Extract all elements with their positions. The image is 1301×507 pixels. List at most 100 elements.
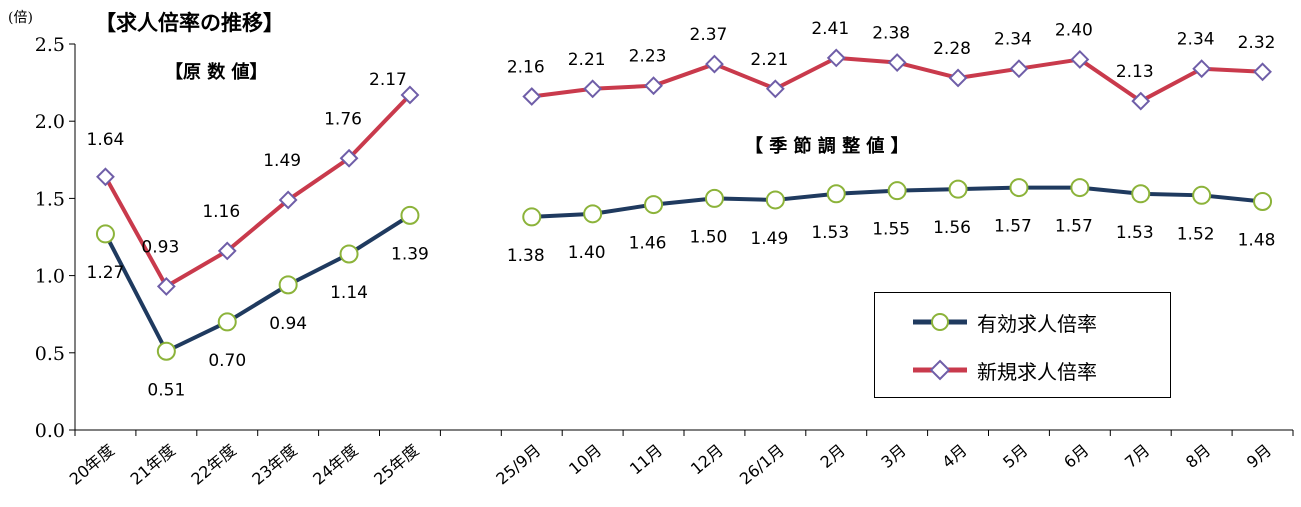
data-point-yuko <box>522 207 542 227</box>
x-tick-label: 26/1月 <box>736 441 788 489</box>
data-label-yuko: 1.39 <box>391 244 429 264</box>
data-point-yuko <box>1253 191 1273 211</box>
legend-item-yuko: 有効求人倍率 <box>905 307 1097 337</box>
data-point-shinki <box>765 79 785 99</box>
x-tick-label: 24年度 <box>309 441 361 489</box>
data-point-yuko <box>1131 184 1151 204</box>
data-label-yuko: 1.48 <box>1238 230 1276 250</box>
series-line-shinki-annual <box>103 93 412 289</box>
x-tick-label: 12月 <box>687 441 727 479</box>
data-point-shinki <box>339 148 359 168</box>
data-point-shinki <box>1253 62 1272 82</box>
data-label-yuko: 0.51 <box>147 380 185 400</box>
data-label-yuko: 1.57 <box>994 217 1032 237</box>
legend-label-yuko: 有効求人倍率 <box>977 311 1097 336</box>
data-point-shinki <box>887 53 907 72</box>
x-tick-label: 8月 <box>1182 441 1214 472</box>
data-point-shinki <box>705 54 724 74</box>
data-label-shinki: 2.32 <box>1238 33 1276 53</box>
data-point-yuko <box>948 179 968 199</box>
panel-label-original: 【原 数 値】 <box>165 61 268 83</box>
data-point-yuko <box>765 190 785 210</box>
y-tick-label: 1.0 <box>35 266 65 288</box>
x-tick-label: 9月 <box>1243 441 1275 472</box>
axes <box>69 43 1294 436</box>
data-label-yuko: 1.27 <box>87 263 125 283</box>
data-point-yuko <box>583 204 603 224</box>
chart-title: 【求人倍率の推移】 <box>95 11 284 35</box>
data-point-shinki <box>1070 50 1090 69</box>
x-tick-label: 25年度 <box>370 441 422 489</box>
data-label-shinki: 2.41 <box>811 19 849 39</box>
data-point-shinki <box>400 85 420 105</box>
data-label-shinki: 0.93 <box>141 237 179 257</box>
series-line-yuko-annual <box>103 213 412 354</box>
data-label-yuko: 1.46 <box>629 234 667 254</box>
x-tick-label: 3月 <box>877 441 909 472</box>
data-point-yuko <box>156 341 176 361</box>
data-label-shinki: 2.21 <box>750 50 788 70</box>
data-label-yuko: 1.50 <box>690 227 728 247</box>
data-point-shinki <box>1192 59 1212 79</box>
legend-item-shinki: 新規求人倍率 <box>905 355 1097 385</box>
x-tick-label: 22年度 <box>187 441 239 489</box>
legend-swatch-shinki <box>913 359 967 381</box>
data-point-shinki <box>217 241 237 261</box>
legend-swatch-yuko <box>913 313 967 331</box>
data-point-yuko <box>887 181 907 201</box>
data-label-shinki: 2.17 <box>369 70 407 90</box>
data-point-yuko <box>704 188 724 208</box>
data-point-shinki <box>96 167 115 187</box>
data-label-yuko: 1.38 <box>507 246 545 266</box>
data-label-shinki: 2.23 <box>629 47 667 67</box>
data-point-yuko <box>278 275 298 295</box>
data-label-shinki: 2.21 <box>568 50 606 70</box>
data-label-shinki: 2.16 <box>507 57 545 77</box>
data-point-shinki <box>1009 59 1029 79</box>
x-tick-labels: 20年度 21年度 22年度 23年度 24年度 25年度 25/9月 10月 11月 12月 26… <box>66 441 1275 489</box>
x-tick-label: 6月 <box>1060 441 1092 472</box>
x-tick-label: 25/9月 <box>492 441 544 489</box>
y-tick-label: 0.0 <box>35 420 65 442</box>
data-label-yuko: 1.53 <box>1116 223 1154 243</box>
data-point-yuko <box>217 312 237 332</box>
data-point-yuko <box>1192 185 1212 205</box>
data-label-shinki: 1.16 <box>202 202 240 222</box>
data-point-yuko <box>1070 178 1090 198</box>
data-labels: 1.27 0.51 0.70 0.94 1.14 1.39 1.64 0.93 1.16 1.49… <box>87 19 1276 400</box>
data-label-yuko: 1.49 <box>750 229 788 249</box>
data-point-shinki <box>522 87 542 106</box>
data-label-shinki: 1.76 <box>324 109 362 129</box>
data-label-shinki: 1.64 <box>87 130 125 150</box>
y-tick-label: 2.0 <box>35 111 65 133</box>
y-tick-labels: 0.0 0.5 1.0 1.5 2.0 2.5 <box>35 34 65 442</box>
x-tick-label: 5月 <box>999 441 1031 472</box>
series-markers <box>95 48 1273 361</box>
x-tick-label: 21年度 <box>127 441 179 489</box>
y-tick-label: 0.5 <box>35 343 65 365</box>
data-point-shinki <box>156 276 176 296</box>
data-label-yuko: 1.55 <box>872 220 910 240</box>
data-label-yuko: 0.94 <box>269 314 307 334</box>
data-label-shinki: 2.38 <box>872 24 910 44</box>
data-label-yuko: 0.70 <box>208 351 246 371</box>
legend-label-shinki: 新規求人倍率 <box>977 359 1097 384</box>
data-label-shinki: 2.13 <box>1116 62 1154 82</box>
data-label-shinki: 2.34 <box>1177 30 1215 50</box>
data-point-yuko <box>400 205 420 225</box>
x-tick-label: 7月 <box>1121 441 1153 472</box>
data-point-shinki <box>278 190 298 210</box>
data-label-yuko: 1.56 <box>933 218 971 238</box>
x-tick-label: 20年度 <box>66 441 118 489</box>
data-label-yuko: 1.40 <box>568 243 606 263</box>
data-point-yuko <box>95 224 115 244</box>
legend: 有効求人倍率 新規求人倍率 <box>874 292 1171 398</box>
data-label-shinki: 2.28 <box>933 39 971 59</box>
data-point-shinki <box>583 79 603 99</box>
data-label-yuko: 1.57 <box>1055 217 1093 237</box>
data-label-shinki: 2.34 <box>994 30 1032 50</box>
data-point-shinki <box>1131 91 1151 111</box>
data-point-yuko <box>826 184 846 204</box>
unit-label: (倍) <box>8 10 33 26</box>
data-point-yuko <box>644 195 664 215</box>
